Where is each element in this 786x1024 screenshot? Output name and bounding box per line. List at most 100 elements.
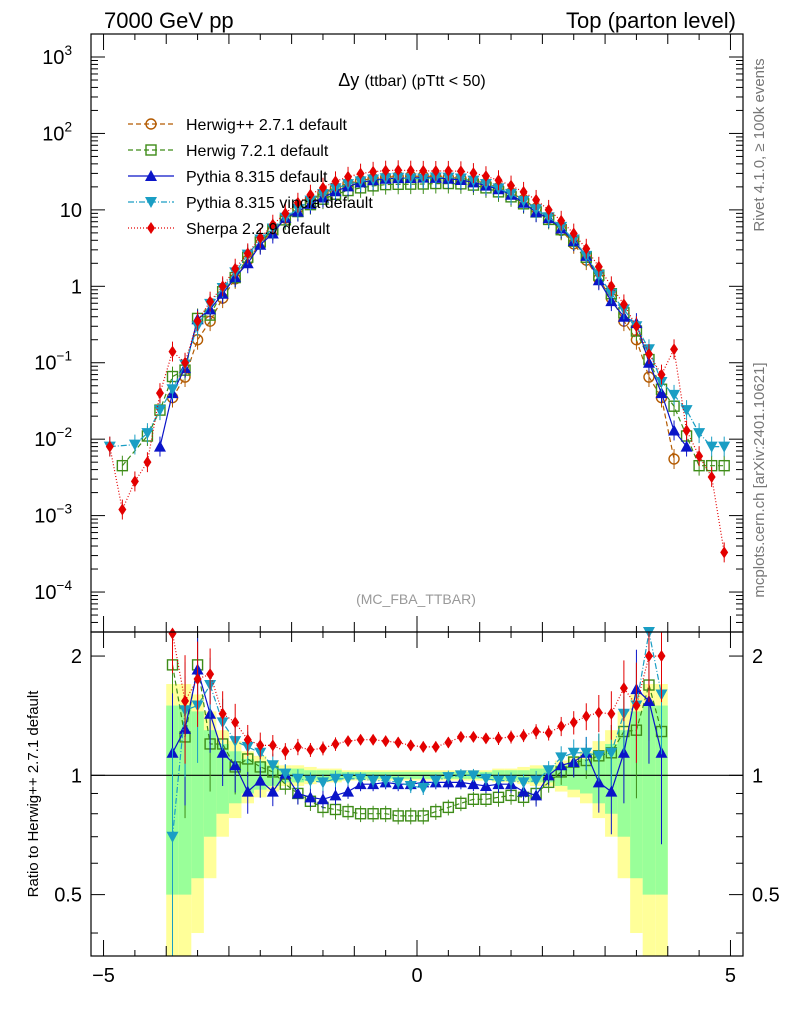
ratio-series-2-point	[379, 775, 392, 787]
series-4-point	[682, 424, 691, 437]
ratio-series-2-point	[342, 773, 355, 785]
ratio-series-2-point	[316, 777, 329, 789]
mcplots-label: mcplots.cern.ch [arXiv:2401.10621]	[751, 362, 768, 597]
ratio-series-2-point	[329, 773, 342, 785]
ratio-series-3-point	[218, 707, 227, 720]
ratio-y-axis-label: Ratio to Herwig++ 2.7.1 default	[25, 690, 42, 898]
series-4-point	[306, 188, 315, 201]
ratio-y-tick-label-right: 2	[752, 646, 763, 668]
series-4-point	[155, 387, 164, 400]
ratio-series-1-point	[329, 789, 342, 801]
ratio-series-2-point	[517, 777, 530, 789]
ratio-series-0-point	[367, 808, 379, 820]
series-3-point	[693, 428, 706, 440]
ratio-series-2-point	[530, 775, 543, 787]
legend-marker-4	[147, 222, 155, 234]
ratio-series-3-point	[557, 720, 566, 733]
ratio-series-1-group	[166, 633, 668, 845]
ratio-series-3-point	[632, 699, 641, 712]
ratio-series-3-point	[657, 650, 666, 663]
series-4-point	[394, 164, 403, 177]
series-4-point	[344, 170, 353, 183]
series-4-point	[268, 218, 277, 231]
series-4-point	[532, 193, 541, 206]
ratio-band-green	[191, 711, 204, 879]
series-4-point	[419, 164, 428, 177]
ratio-series-1-line	[171, 669, 663, 800]
ratio-series-0-point	[480, 793, 492, 806]
series-4-point	[293, 196, 302, 209]
ratio-series-2-point	[492, 775, 505, 787]
series-4-point	[657, 368, 666, 381]
ratio-series-2-point	[505, 775, 518, 787]
ratio-series-3-point	[168, 627, 177, 640]
ratio-series-2-point	[291, 773, 304, 785]
ratio-series-2-point	[442, 772, 455, 784]
series-4-group	[105, 160, 729, 563]
ratio-series-1-point	[467, 778, 480, 790]
series-1-point	[116, 459, 129, 472]
series-4-point	[569, 227, 578, 240]
ratio-series-2-point	[404, 780, 417, 792]
ratio-series-1-point	[229, 759, 242, 771]
ratio-series-2-point	[392, 777, 405, 789]
series-4-point	[118, 503, 127, 516]
ratio-series-2-point	[417, 782, 430, 794]
series-4-point	[243, 247, 252, 260]
series-4-point	[594, 260, 603, 273]
ratio-series-3-point	[519, 729, 528, 742]
ratio-series-3-point	[406, 739, 415, 752]
chart-title: Δy (ttbar) (pTtt < 50)	[338, 70, 485, 90]
series-3-point	[153, 405, 166, 417]
series-4-point	[331, 175, 340, 188]
main-y-tick-label: 10−1	[34, 349, 72, 375]
x-axis-tick-labels: −5 0 5	[92, 34, 736, 987]
rivet-version-label: Rivet 4.1.0, ≥ 100k events	[751, 58, 768, 231]
series-3-point	[705, 441, 718, 453]
ratio-series-1-point	[342, 785, 355, 797]
ratio-series-2-point	[266, 760, 279, 772]
series-4-point	[168, 345, 177, 358]
chart-title-suffix: (ttbar) (pTtt < 50)	[364, 73, 485, 90]
ratio-series-1-point	[530, 789, 543, 801]
chart-watermark: (MC_FBA_TTBAR)	[356, 591, 476, 607]
ratio-series-3-point	[619, 682, 628, 695]
series-2-line	[159, 176, 688, 447]
x-tick-label: 5	[725, 965, 736, 987]
series-4-point	[507, 179, 516, 192]
ratio-series-1-point	[592, 776, 605, 788]
series-3-point	[166, 384, 179, 396]
ratio-series-3-line	[171, 633, 662, 752]
ratio-series-3-point	[231, 716, 240, 729]
series-4-point	[231, 262, 240, 275]
ratio-series-1-point	[517, 785, 530, 797]
series-3-line	[109, 176, 725, 448]
main-data-layer	[103, 160, 731, 563]
ratio-series-3-point	[281, 745, 290, 758]
series-3-point	[718, 441, 731, 453]
ratio-series-2-point	[567, 747, 580, 759]
ratio-y-tick-label: 0.5	[54, 885, 82, 907]
ratio-series-3-point	[268, 739, 277, 752]
ratio-series-3-point	[369, 733, 378, 746]
ratio-series-3-point	[293, 740, 302, 753]
legend-marker-3	[145, 197, 157, 208]
ratio-panel: 0.5 0.5 1 1 2 2 Ratio to Herwig++ 2.7.1 defau…	[25, 627, 780, 957]
ratio-series-3-point	[356, 733, 365, 746]
header-left: 7000 GeV pp	[104, 8, 234, 33]
series-4-point	[381, 164, 390, 177]
x-tick-label: −5	[92, 965, 115, 987]
ratio-series-3-point	[582, 710, 591, 723]
ratio-series-3-point	[607, 707, 616, 720]
ratio-series-2-point	[454, 770, 467, 782]
main-y-tick-label: 102	[42, 119, 72, 145]
ratio-series-0-point	[354, 808, 367, 820]
legend-label-2: Pythia 8.315 default	[186, 169, 328, 186]
ratio-series-3-point	[331, 737, 340, 750]
ratio-series-3-point	[206, 668, 215, 681]
ratio-series-2-point	[367, 775, 380, 787]
series-4-point	[670, 343, 679, 356]
series-4-point	[143, 456, 152, 469]
series-4-point	[456, 165, 465, 178]
